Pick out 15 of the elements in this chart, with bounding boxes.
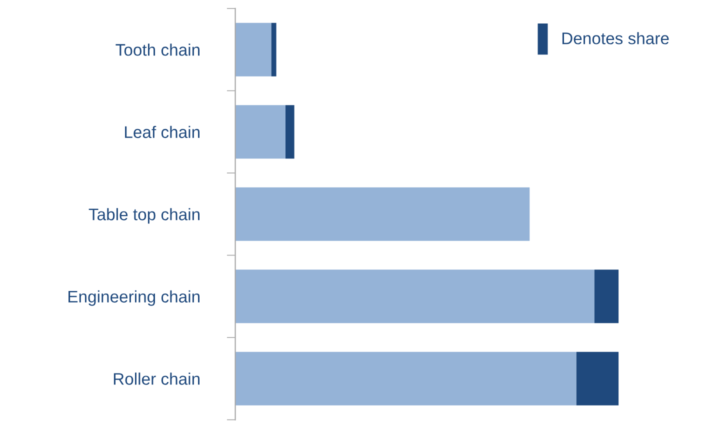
- bar: [235, 22, 272, 76]
- legend-label: Denotes share: [562, 32, 669, 44]
- bar: [235, 352, 576, 406]
- y-tick-label: Tooth chain: [116, 44, 200, 56]
- bar: [235, 187, 530, 241]
- bar: [594, 270, 619, 324]
- bar: [235, 105, 286, 159]
- bar: [271, 22, 276, 76]
- y-tick-label: Table top chain: [88, 208, 200, 224]
- y-tick-label: Leaf chain: [125, 126, 200, 138]
- bar: [286, 105, 294, 159]
- bar: [576, 352, 619, 406]
- bar: [235, 270, 594, 324]
- y-tick-label: Roller chain: [114, 372, 200, 385]
- y-tick-label: Engineering chain: [68, 290, 200, 306]
